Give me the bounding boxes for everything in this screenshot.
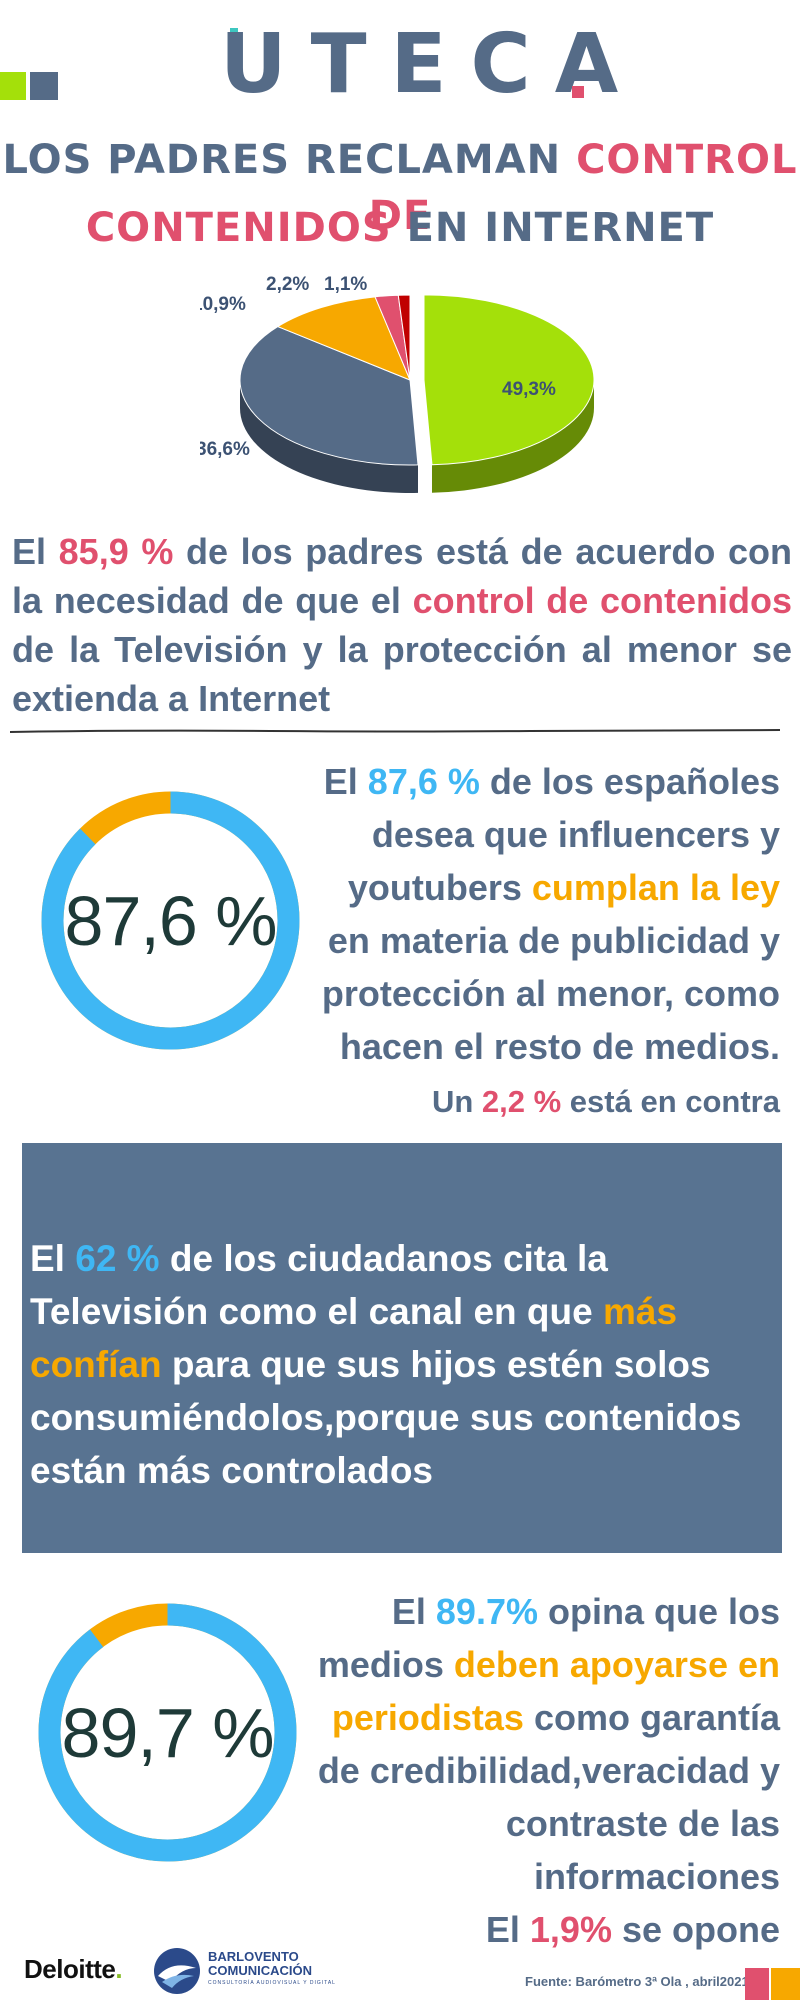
ring-progress (38, 1603, 297, 1862)
deloitte-wordmark: Deloitte (24, 1954, 116, 1984)
pie-slice-label: 10,9% (200, 294, 246, 315)
stat-text: El (30, 1238, 76, 1279)
stat-influencers: El 87,6 % de los españoles desea que inf… (320, 755, 780, 1128)
stat-text: de los españoles desea que influencers y… (347, 761, 780, 908)
stat-highlight: 89.7% (435, 1591, 538, 1632)
pie-slice-label: 36,6% (200, 439, 250, 460)
barlovento-logo-icon (154, 1948, 200, 1994)
stat-highlight: 87,6 % (367, 761, 480, 802)
stat-highlight: 85,9 % (58, 531, 174, 572)
stat-text: está en contra (561, 1084, 780, 1119)
pie-slice-label: 2,2% (266, 274, 309, 295)
footer-orange-square (771, 1968, 800, 2000)
source-note: Fuente: Barómetro 3ª Ola , abril2021 (525, 1974, 749, 1989)
pie-chart: 49,3% 36,6% 10,9% 2,2% 1,1% (200, 274, 595, 493)
deloitte-dot: . (115, 1954, 123, 1984)
page-title-line2: CONTENIDOS EN INTERNET (0, 200, 800, 256)
green-square-decoration (0, 72, 26, 100)
stat-text: de los ciudadanos cita la Televisión com… (30, 1238, 608, 1332)
stat-text: se opone (611, 1909, 780, 1950)
tv-trust-panel (22, 1143, 782, 1553)
ring-value: 89,7 % (61, 1693, 275, 1772)
stat-oppose: El 1,9% se opone (486, 1909, 780, 1950)
stat-highlight: 2,2 % (481, 1084, 562, 1119)
title-highlight: CONTENIDOS (85, 205, 392, 251)
pie-slice (276, 296, 411, 381)
stat-highlight: más confían (30, 1291, 678, 1385)
logo-text: UTECA (220, 17, 643, 112)
stat-text: opina que los medios (317, 1591, 780, 1685)
barlovento-name: BARLOVENTO COMUNICACIÓN (208, 1950, 312, 1978)
pie-slice-label: 49,3% (502, 379, 556, 400)
navy-square-decoration (30, 72, 58, 100)
barlovento-line1: BARLOVENTO (208, 1949, 299, 1964)
stat-tv-trust: El 62 % de los ciudadanos cita la Televi… (30, 1232, 750, 1497)
page-title-line1: LOS PADRES RECLAMAN CONTROL DE (0, 132, 800, 244)
title-part: EN INTERNET (391, 205, 715, 251)
stat-text: de los padres está de acuerdo con la nec… (12, 531, 793, 621)
footer-pink-square (745, 1968, 769, 2000)
stat-highlight: 62 % (75, 1238, 160, 1279)
pie-slice-side (240, 380, 419, 493)
stat-text: Un (431, 1084, 482, 1119)
stat-text: El (12, 531, 59, 572)
title-part: LOS PADRES RECLAMAN (2, 137, 577, 183)
stat-text: El (391, 1591, 436, 1632)
title-highlight: CONTROL DE (368, 137, 798, 239)
stat-parents-agree: El 85,9 % de los padres está de acuerdo … (12, 527, 792, 723)
stat-highlight: deben apoyarse en periodistas (331, 1644, 780, 1738)
stat-highlight: cumplan la ley (531, 867, 780, 908)
stat-highlight: 1,9% (529, 1909, 612, 1950)
pie-slice-label: 1,1% (324, 274, 367, 295)
pie-slice (397, 294, 411, 381)
stat-journalists: El 89.7% opina que los medios deben apoy… (290, 1585, 780, 1956)
logo-pink-accent (572, 86, 584, 98)
pie-slice-side (431, 379, 594, 493)
stat-text: El (323, 761, 368, 802)
pie-slice (239, 326, 419, 466)
progress-ring-influencers: 87,6 % (38, 788, 303, 1053)
stat-against: Un 2,2 % está en contra (432, 1084, 780, 1119)
uteca-logo: UTECA (220, 17, 643, 112)
progress-ring-journalists: 89,7 % (35, 1600, 300, 1865)
deloitte-logo: Deloitte. (24, 1954, 123, 1985)
stat-text: como garantía de credibilidad,veracidad … (317, 1697, 780, 1897)
stat-text: de la Televisión y la protección al meno… (12, 629, 792, 719)
divider-line (10, 729, 780, 733)
ring-value: 87,6 % (64, 881, 278, 960)
ring-progress (41, 791, 300, 1050)
stat-highlight: control de contenidos (412, 580, 793, 621)
stat-text: El (485, 1909, 530, 1950)
ring-graphic (38, 1603, 297, 1862)
ring-graphic (41, 791, 300, 1050)
pie-slice (423, 294, 595, 466)
stat-text: para que sus hijos estén solos consumién… (30, 1344, 742, 1491)
logo-teal-accent (230, 28, 238, 40)
barlovento-tagline: CONSULTORÍA AUDIOVISUAL Y DIGITAL (208, 1980, 336, 1986)
stat-text: en materia de publicidad y protección al… (321, 920, 780, 1067)
barlovento-line2: COMUNICACIÓN (208, 1963, 312, 1978)
